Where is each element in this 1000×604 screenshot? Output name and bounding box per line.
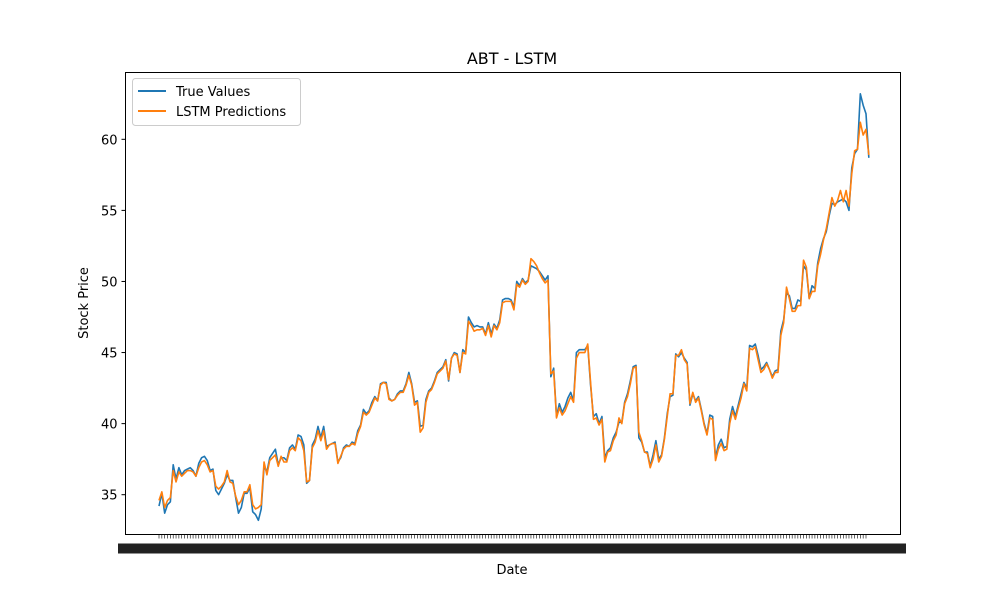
y-tick-label: 35 — [101, 489, 118, 504]
x-axis-label: Date — [496, 563, 527, 578]
plot-area — [158, 93, 870, 522]
y-tick-label: 50 — [101, 275, 118, 290]
legend-box — [132, 78, 301, 126]
y-tick-label: 55 — [101, 204, 118, 219]
legend-label-true-values: True Values — [175, 85, 250, 100]
axes-frame — [125, 72, 901, 535]
y-tick-label: 45 — [101, 347, 118, 362]
y-tick-label: 40 — [101, 418, 118, 433]
y-axis: 35 40 45 50 55 60 — [101, 133, 126, 504]
y-axis-label: Stock Price — [77, 267, 92, 339]
legend-label-lstm-predictions: LSTM Predictions — [176, 105, 286, 120]
x-axis — [118, 534, 906, 554]
legend: True Values LSTM Predictions — [132, 78, 301, 126]
x-tick-labels-overlapping — [118, 543, 906, 554]
chart-title: ABT - LSTM — [467, 49, 557, 68]
y-tick-label: 60 — [101, 133, 118, 148]
series-line-lstm-predictions — [158, 121, 870, 510]
